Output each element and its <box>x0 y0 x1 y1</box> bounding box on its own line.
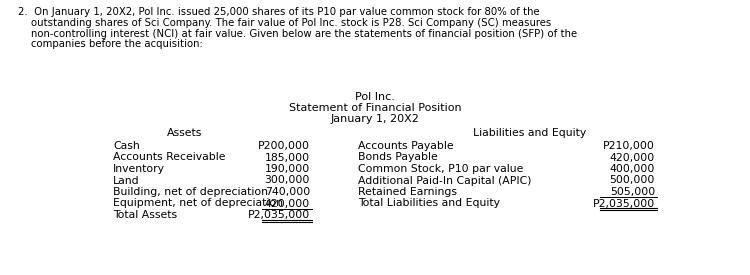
Text: 420,000: 420,000 <box>610 153 655 163</box>
Text: Cash: Cash <box>113 141 140 151</box>
Text: 400,000: 400,000 <box>610 164 655 174</box>
Text: Total Assets: Total Assets <box>113 210 177 220</box>
Text: 190,000: 190,000 <box>265 164 310 174</box>
Text: P210,000: P210,000 <box>603 141 655 151</box>
Text: Equipment, net of depreciation: Equipment, net of depreciation <box>113 199 283 208</box>
Text: P200,000: P200,000 <box>258 141 310 151</box>
Text: Accounts Receivable: Accounts Receivable <box>113 153 226 163</box>
Text: 185,000: 185,000 <box>265 153 310 163</box>
Text: P2,035,000: P2,035,000 <box>592 199 655 208</box>
Text: Statement of Financial Position: Statement of Financial Position <box>289 103 461 113</box>
Text: 2.  On January 1, 20X2, Pol Inc. issued 25,000 shares of its P10 par value commo: 2. On January 1, 20X2, Pol Inc. issued 2… <box>18 7 540 17</box>
Text: companies before the acquisition:: companies before the acquisition: <box>18 39 203 50</box>
Text: Liabilities and Equity: Liabilities and Equity <box>473 128 586 138</box>
Text: 740,000: 740,000 <box>265 187 310 197</box>
Text: 500,000: 500,000 <box>610 175 655 186</box>
Text: non-controlling interest (NCI) at fair value. Given below are the statements of : non-controlling interest (NCI) at fair v… <box>18 29 578 38</box>
Text: 420,000: 420,000 <box>265 199 310 208</box>
Text: Bonds Payable: Bonds Payable <box>358 153 438 163</box>
Text: Assets: Assets <box>167 128 202 138</box>
Text: Retained Earnings: Retained Earnings <box>358 187 457 197</box>
Text: Additional Paid-In Capital (APIC): Additional Paid-In Capital (APIC) <box>358 175 532 186</box>
Text: Total Liabilities and Equity: Total Liabilities and Equity <box>358 199 500 208</box>
Text: 505,000: 505,000 <box>610 187 655 197</box>
Text: Pol Inc.: Pol Inc. <box>355 92 395 102</box>
Text: 300,000: 300,000 <box>265 175 310 186</box>
Text: P2,035,000: P2,035,000 <box>248 210 310 220</box>
Text: Common Stock, P10 par value: Common Stock, P10 par value <box>358 164 524 174</box>
Text: Inventory: Inventory <box>113 164 165 174</box>
Text: outstanding shares of Sci Company. The fair value of Pol Inc. stock is P28. Sci : outstanding shares of Sci Company. The f… <box>18 18 551 28</box>
Text: Land: Land <box>113 175 140 186</box>
Text: Building, net of depreciation: Building, net of depreciation <box>113 187 268 197</box>
Text: Accounts Payable: Accounts Payable <box>358 141 454 151</box>
Text: January 1, 20X2: January 1, 20X2 <box>331 114 419 124</box>
